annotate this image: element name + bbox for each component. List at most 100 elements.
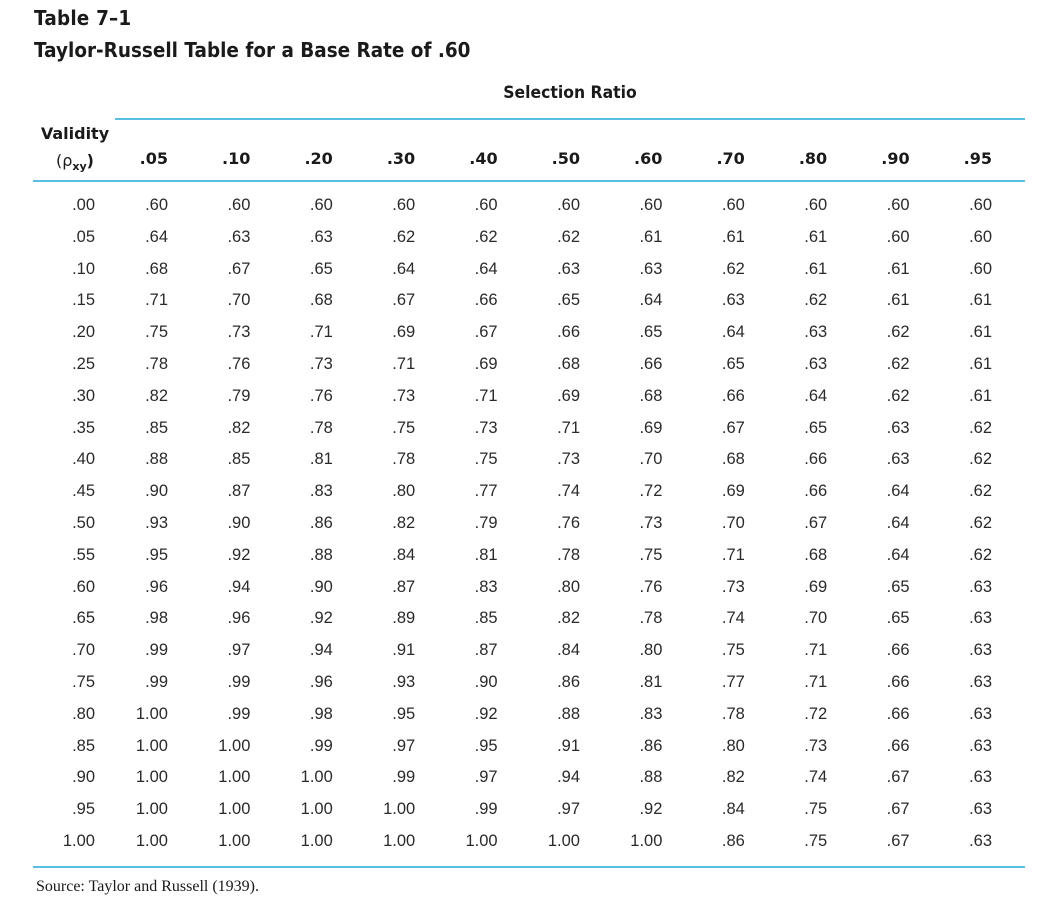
value-cell: .82 [227, 418, 251, 437]
value-cell: .64 [474, 259, 498, 278]
value-cell: .64 [886, 482, 910, 501]
value-cell: .82 [721, 768, 745, 787]
value-cell: .64 [392, 259, 416, 278]
value-cell: .67 [227, 259, 251, 278]
validity-cell: .15 [72, 291, 95, 310]
rho-subscript: xy [72, 160, 87, 174]
value-cell: .62 [557, 227, 580, 246]
value-cell: 1.00 [465, 831, 498, 850]
value-cell: 1.00 [300, 831, 333, 850]
table-row: .70 .99 .97 .94 .91 .87 .84 .80 .75 .71 .66 .63 [0, 635, 1055, 667]
validity-cell: .60 [72, 577, 95, 596]
value-cell: .60 [969, 196, 992, 214]
table-row: .35 .85 .82 .78 .75 .73 .71 .69 .67 .65 .63 .62 [0, 413, 1055, 445]
value-cell: 1.00 [218, 831, 251, 850]
value-cell: .62 [721, 259, 745, 278]
value-cell: .63 [309, 227, 333, 246]
rho-symbol: (ρ [56, 151, 73, 170]
value-cell: .83 [474, 577, 498, 596]
value-cell: .86 [721, 831, 745, 850]
value-cell: .91 [557, 736, 580, 755]
value-cell: .65 [804, 418, 828, 437]
value-cell: .76 [639, 577, 663, 596]
table-row: .00 .60 .60 .60 .60 .60 .60 .60 .60 .60 .60 .60 [0, 190, 1055, 222]
value-cell: .82 [557, 609, 580, 628]
value-cell: 1.00 [218, 800, 251, 819]
rho-close: ) [86, 151, 94, 170]
validity-symbol: (ρxy) [38, 147, 112, 180]
value-cell: .90 [474, 672, 498, 691]
value-cell: .61 [721, 227, 745, 246]
value-cell: 1.00 [218, 736, 251, 755]
value-cell: .80 [557, 577, 580, 596]
value-cell: .99 [227, 704, 251, 723]
value-cell: .61 [969, 323, 992, 342]
value-cell: .70 [804, 609, 828, 628]
value-cell: .96 [227, 609, 251, 628]
value-cell: .67 [886, 800, 910, 819]
value-cell: .74 [721, 609, 745, 628]
value-cell: .60 [886, 196, 910, 214]
validity-cell: .35 [72, 418, 95, 437]
value-cell: .69 [557, 386, 580, 405]
validity-cell: .45 [72, 482, 95, 501]
value-cell: .68 [309, 291, 333, 310]
value-cell: 1.00 [383, 831, 416, 850]
value-cell: .60 [969, 227, 992, 246]
value-cell: .78 [309, 418, 333, 437]
table-row: .30 .82 .79 .76 .73 .71 .69 .68 .66 .64 .62 .61 [0, 381, 1055, 413]
value-cell: .99 [309, 736, 333, 755]
value-cell: 1.00 [135, 800, 168, 819]
value-cell: .78 [639, 609, 663, 628]
value-cell: .66 [804, 482, 828, 501]
value-cell: .79 [227, 386, 251, 405]
value-cell: .68 [145, 259, 168, 278]
value-cell: .76 [309, 386, 333, 405]
spanner-rule [115, 118, 1025, 120]
value-cell: .65 [557, 291, 580, 310]
value-cell: .75 [392, 418, 416, 437]
value-cell: .72 [639, 482, 663, 501]
value-cell: .72 [804, 704, 828, 723]
value-cell: .81 [474, 545, 498, 564]
value-cell: .97 [557, 800, 580, 819]
validity-cell: .10 [72, 259, 95, 278]
validity-label: Validity [40, 124, 110, 143]
table-row: .60 .96 .94 .90 .87 .83 .80 .76 .73 .69 .65 .63 [0, 572, 1055, 604]
value-cell: .86 [639, 736, 663, 755]
validity-cell: .90 [72, 768, 95, 787]
value-cell: .92 [309, 609, 333, 628]
value-cell: .68 [639, 386, 663, 405]
value-cell: .95 [392, 704, 416, 723]
value-cell: .63 [804, 323, 828, 342]
value-cell: .97 [474, 768, 498, 787]
value-cell: .75 [145, 323, 168, 342]
value-cell: .99 [145, 641, 168, 660]
value-cell: .84 [721, 800, 745, 819]
table-row: .85 1.00 1.00 .99 .97 .95 .91 .86 .80 .73 .66 .63 [0, 731, 1055, 763]
validity-cell: .00 [72, 196, 95, 214]
validity-cell: .85 [72, 736, 95, 755]
value-cell: .75 [639, 545, 663, 564]
value-cell: 1.00 [135, 704, 168, 723]
value-cell: .68 [804, 545, 828, 564]
value-cell: .73 [639, 513, 663, 532]
value-cell: .73 [474, 418, 498, 437]
value-cell: .96 [145, 577, 168, 596]
value-cell: .66 [886, 672, 910, 691]
value-cell: .75 [721, 641, 745, 660]
table-row: .95 1.00 1.00 1.00 1.00 .99 .97 .92 .84 .75 .67 .63 [0, 794, 1055, 826]
value-cell: .63 [639, 259, 663, 278]
value-cell: .66 [721, 386, 745, 405]
value-cell: .67 [804, 513, 828, 532]
value-cell: .63 [557, 259, 580, 278]
value-cell: .91 [392, 641, 416, 660]
value-cell: .88 [557, 704, 580, 723]
table-row: .55 .95 .92 .88 .84 .81 .78 .75 .71 .68 .64 .62 [0, 540, 1055, 572]
value-cell: .62 [969, 418, 992, 437]
selection-ratio-spanner: Selection Ratio [503, 83, 637, 103]
table-row: .10 .68 .67 .65 .64 .64 .63 .63 .62 .61 .61 .60 [0, 254, 1055, 286]
value-cell: .84 [392, 545, 416, 564]
value-cell: .87 [474, 641, 498, 660]
value-cell: .66 [886, 704, 910, 723]
